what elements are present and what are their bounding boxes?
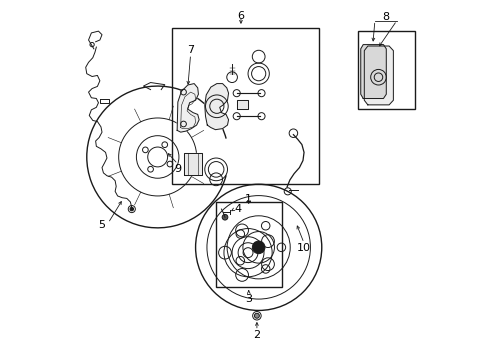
- Bar: [171, 28, 318, 184]
- Text: 1: 1: [245, 194, 252, 204]
- Circle shape: [222, 215, 227, 220]
- Circle shape: [252, 241, 264, 254]
- Polygon shape: [360, 45, 386, 99]
- Polygon shape: [184, 153, 202, 175]
- Text: 7: 7: [187, 45, 194, 55]
- Circle shape: [254, 313, 259, 318]
- Polygon shape: [177, 84, 199, 132]
- Text: 10: 10: [296, 243, 310, 253]
- Polygon shape: [364, 46, 392, 105]
- Polygon shape: [204, 84, 228, 130]
- Bar: [216, 202, 281, 287]
- Text: 4: 4: [234, 204, 241, 214]
- Text: 3: 3: [245, 294, 252, 304]
- Text: 9: 9: [174, 164, 181, 174]
- Text: 8: 8: [382, 12, 389, 22]
- Text: 2: 2: [253, 330, 260, 340]
- Circle shape: [130, 207, 133, 211]
- Text: 6: 6: [237, 11, 244, 21]
- Bar: [357, 31, 414, 109]
- Polygon shape: [237, 100, 247, 109]
- Text: 5: 5: [98, 220, 105, 230]
